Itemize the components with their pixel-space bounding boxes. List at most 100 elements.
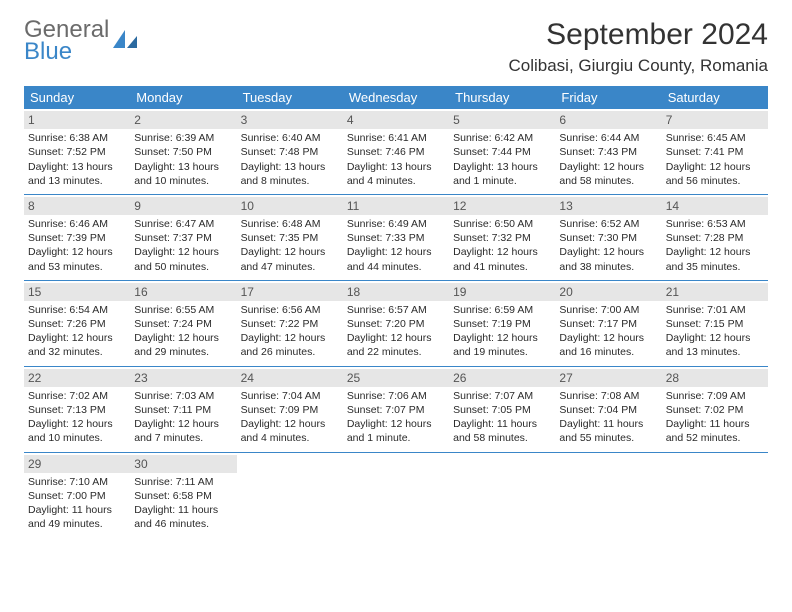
day-number: 24 xyxy=(241,371,254,385)
day-cell xyxy=(237,453,343,538)
dow-sat: Saturday xyxy=(662,86,768,109)
daylight-line: Daylight: 12 hours xyxy=(241,245,339,259)
day-number: 15 xyxy=(28,285,41,299)
daylight-line: Daylight: 11 hours xyxy=(28,503,126,517)
day-number: 25 xyxy=(347,371,360,385)
day-cell: 23 Sunrise: 7:03 AMSunset: 7:11 PMDayligh… xyxy=(130,367,236,452)
sunset-line: Sunset: 7:22 PM xyxy=(241,317,339,331)
sunset-line: Sunset: 7:07 PM xyxy=(347,403,445,417)
sunrise-line: Sunrise: 6:41 AM xyxy=(347,131,445,145)
sunrise-line: Sunrise: 7:00 AM xyxy=(559,303,657,317)
daynum-bar: 23 xyxy=(130,369,236,387)
sunset-line: Sunset: 7:17 PM xyxy=(559,317,657,331)
daylight-line: Daylight: 12 hours xyxy=(559,160,657,174)
daynum-bar: 28 xyxy=(662,369,768,387)
dow-header: Sunday Monday Tuesday Wednesday Thursday… xyxy=(24,86,768,109)
brand-line2: Blue xyxy=(24,40,109,64)
daylight-line: Daylight: 12 hours xyxy=(666,245,764,259)
day-cell xyxy=(555,453,661,538)
day-number: 2 xyxy=(134,113,141,127)
sunrise-line: Sunrise: 6:38 AM xyxy=(28,131,126,145)
daynum-bar: 15 xyxy=(24,283,130,301)
title-block: September 2024 Colibasi, Giurgiu County,… xyxy=(508,18,768,76)
sunrise-line: Sunrise: 6:46 AM xyxy=(28,217,126,231)
calendar-body: 1Sunrise: 6:38 AMSunset: 7:52 PMDaylight… xyxy=(24,109,768,537)
sunset-line: Sunset: 7:44 PM xyxy=(453,145,551,159)
sunrise-line: Sunrise: 7:10 AM xyxy=(28,475,126,489)
dow-tue: Tuesday xyxy=(237,86,343,109)
logo-sail-icon xyxy=(111,28,139,55)
day-number: 21 xyxy=(666,285,679,299)
day-cell: 4Sunrise: 6:41 AMSunset: 7:46 PMDaylight… xyxy=(343,109,449,194)
daylight-line: and 58 minutes. xyxy=(453,431,551,445)
daylight-line: and 8 minutes. xyxy=(241,174,339,188)
daylight-line: Daylight: 12 hours xyxy=(559,331,657,345)
dow-mon: Monday xyxy=(130,86,236,109)
sunrise-line: Sunrise: 6:55 AM xyxy=(134,303,232,317)
header: General Blue September 2024 Colibasi, Gi… xyxy=(24,18,768,76)
daylight-line: Daylight: 12 hours xyxy=(134,417,232,431)
location: Colibasi, Giurgiu County, Romania xyxy=(508,56,768,76)
daylight-line: Daylight: 12 hours xyxy=(347,245,445,259)
sunrise-line: Sunrise: 6:54 AM xyxy=(28,303,126,317)
daynum-bar: 1 xyxy=(24,111,130,129)
sunrise-line: Sunrise: 7:03 AM xyxy=(134,389,232,403)
daynum-bar: 25 xyxy=(343,369,449,387)
daylight-line: and 56 minutes. xyxy=(666,174,764,188)
daylight-line: Daylight: 12 hours xyxy=(666,331,764,345)
day-cell: 7Sunrise: 6:45 AMSunset: 7:41 PMDaylight… xyxy=(662,109,768,194)
dow-wed: Wednesday xyxy=(343,86,449,109)
day-cell: 19Sunrise: 6:59 AMSunset: 7:19 PMDayligh… xyxy=(449,281,555,366)
daynum-bar: 7 xyxy=(662,111,768,129)
week-row: 1Sunrise: 6:38 AMSunset: 7:52 PMDaylight… xyxy=(24,109,768,195)
day-cell: 27Sunrise: 7:08 AMSunset: 7:04 PMDayligh… xyxy=(555,367,661,452)
daylight-line: and 35 minutes. xyxy=(666,260,764,274)
daylight-line: Daylight: 12 hours xyxy=(666,160,764,174)
day-cell: 14Sunrise: 6:53 AMSunset: 7:28 PMDayligh… xyxy=(662,195,768,280)
sunset-line: Sunset: 7:11 PM xyxy=(134,403,232,417)
daynum-bar: 5 xyxy=(449,111,555,129)
daylight-line: Daylight: 13 hours xyxy=(28,160,126,174)
sunrise-line: Sunrise: 6:57 AM xyxy=(347,303,445,317)
brand-logo: General Blue xyxy=(24,18,139,64)
daylight-line: and 1 minute. xyxy=(347,431,445,445)
sunrise-line: Sunrise: 7:11 AM xyxy=(134,475,232,489)
day-number: 29 xyxy=(28,457,41,471)
day-cell: 25Sunrise: 7:06 AMSunset: 7:07 PMDayligh… xyxy=(343,367,449,452)
daynum-bar: 2 xyxy=(130,111,236,129)
day-cell: 28Sunrise: 7:09 AMSunset: 7:02 PMDayligh… xyxy=(662,367,768,452)
daylight-line: and 29 minutes. xyxy=(134,345,232,359)
day-number: 3 xyxy=(241,113,248,127)
day-number: 26 xyxy=(453,371,466,385)
dow-sun: Sunday xyxy=(24,86,130,109)
daylight-line: and 46 minutes. xyxy=(134,517,232,531)
daylight-line: and 41 minutes. xyxy=(453,260,551,274)
sunrise-line: Sunrise: 7:02 AM xyxy=(28,389,126,403)
day-number: 30 xyxy=(134,457,147,471)
daylight-line: and 47 minutes. xyxy=(241,260,339,274)
daynum-bar: 13 xyxy=(555,197,661,215)
daynum-bar: 16 xyxy=(130,283,236,301)
daylight-line: and 1 minute. xyxy=(453,174,551,188)
daylight-line: Daylight: 12 hours xyxy=(347,331,445,345)
week-row: 8Sunrise: 6:46 AMSunset: 7:39 PMDaylight… xyxy=(24,195,768,281)
day-number: 1 xyxy=(28,113,35,127)
day-cell: 11Sunrise: 6:49 AMSunset: 7:33 PMDayligh… xyxy=(343,195,449,280)
day-number: 7 xyxy=(666,113,673,127)
sunset-line: Sunset: 7:00 PM xyxy=(28,489,126,503)
daynum-bar: 4 xyxy=(343,111,449,129)
day-cell: 3Sunrise: 6:40 AMSunset: 7:48 PMDaylight… xyxy=(237,109,343,194)
daylight-line: Daylight: 12 hours xyxy=(453,245,551,259)
daynum-bar: 30 xyxy=(130,455,236,473)
day-cell xyxy=(662,453,768,538)
daynum-bar: 9 xyxy=(130,197,236,215)
daylight-line: and 49 minutes. xyxy=(28,517,126,531)
sunrise-line: Sunrise: 6:48 AM xyxy=(241,217,339,231)
sunrise-line: Sunrise: 7:09 AM xyxy=(666,389,764,403)
day-cell: 22Sunrise: 7:02 AMSunset: 7:13 PMDayligh… xyxy=(24,367,130,452)
day-cell: 17Sunrise: 6:56 AMSunset: 7:22 PMDayligh… xyxy=(237,281,343,366)
day-cell: 20 Sunrise: 7:00 AMSunset: 7:17 PMDayligh… xyxy=(555,281,661,366)
week-row: 29 Sunrise: 7:10 AMSunset: 7:00 PMDayligh… xyxy=(24,453,768,538)
daynum-bar: 20 xyxy=(555,283,661,301)
day-number: 28 xyxy=(666,371,679,385)
